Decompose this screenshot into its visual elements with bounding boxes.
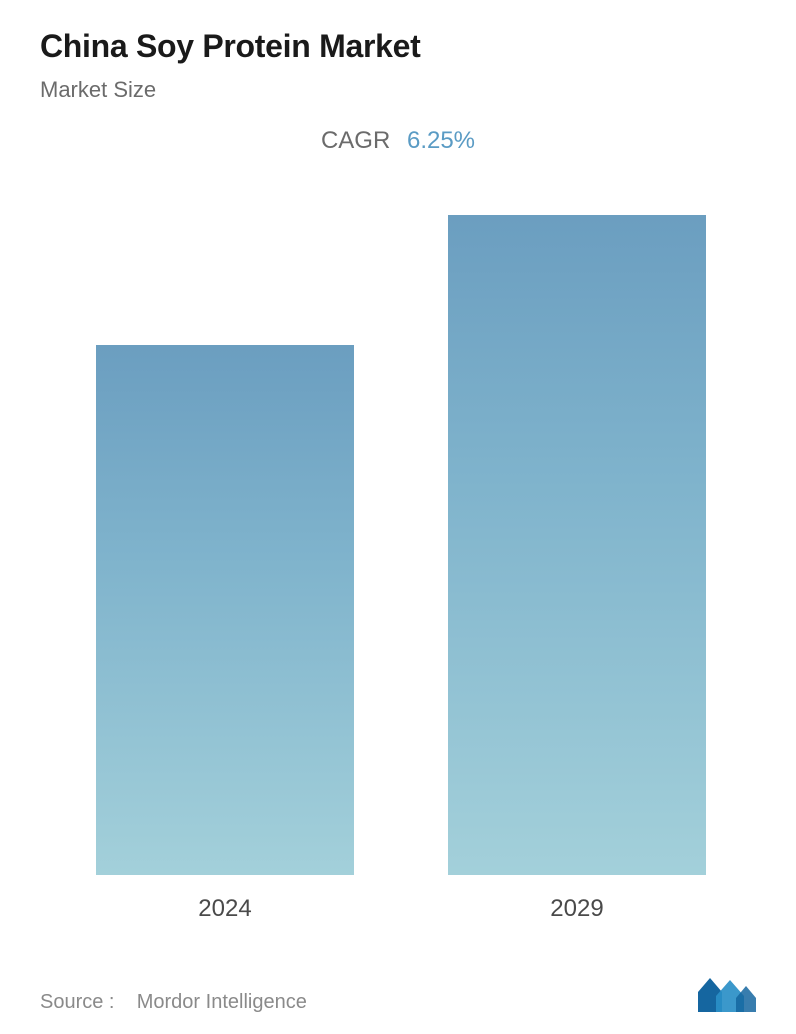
footer: Source : Mordor Intelligence [40,974,756,1014]
cagr-value: 6.25% [407,127,475,154]
chart-area [40,215,756,875]
cagr-row: CAGR 6.25% [40,127,756,155]
bar-label-2024: 2024 [198,895,251,923]
cagr-label: CAGR [321,127,390,154]
bar-labels: 2024 2029 [40,895,756,935]
chart-container: China Soy Protein Market Market Size CAG… [0,0,796,1034]
chart-title: China Soy Protein Market [40,28,756,65]
source-value: Mordor Intelligence [137,991,307,1013]
source-label: Source : [40,991,114,1013]
bar-2024 [96,345,354,875]
chart-subtitle: Market Size [40,77,756,103]
bar-2029 [448,215,706,875]
source-text: Source : Mordor Intelligence [40,991,307,1014]
logo-icon [696,974,756,1014]
bar-label-2029: 2029 [550,895,603,923]
